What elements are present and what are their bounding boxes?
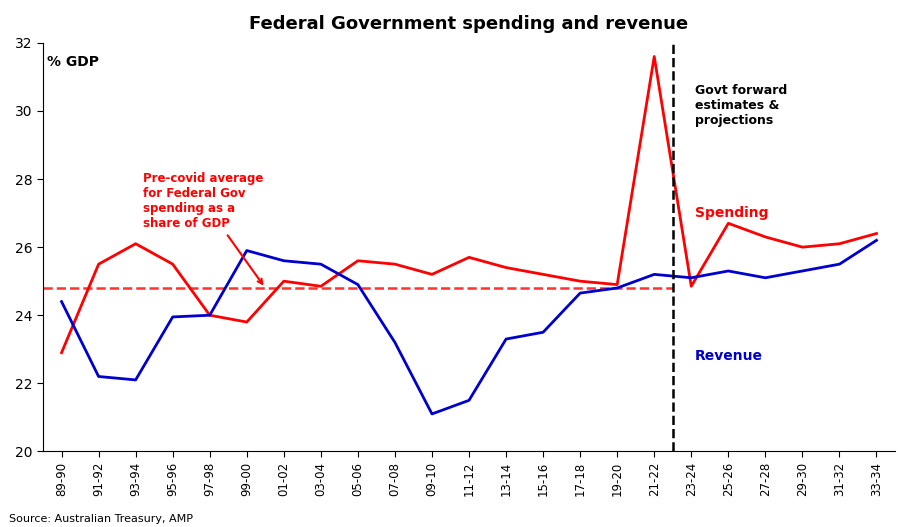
Text: Source: Australian Treasury, AMP: Source: Australian Treasury, AMP (9, 514, 193, 524)
Text: Govt forward
estimates &
projections: Govt forward estimates & projections (695, 84, 787, 126)
Title: Federal Government spending and revenue: Federal Government spending and revenue (249, 15, 689, 33)
Text: Pre-covid average
for Federal Gov
spending as a
share of GDP: Pre-covid average for Federal Gov spendi… (143, 172, 263, 284)
Text: Spending: Spending (695, 206, 768, 220)
Text: % GDP: % GDP (47, 55, 99, 69)
Text: Revenue: Revenue (695, 349, 763, 363)
